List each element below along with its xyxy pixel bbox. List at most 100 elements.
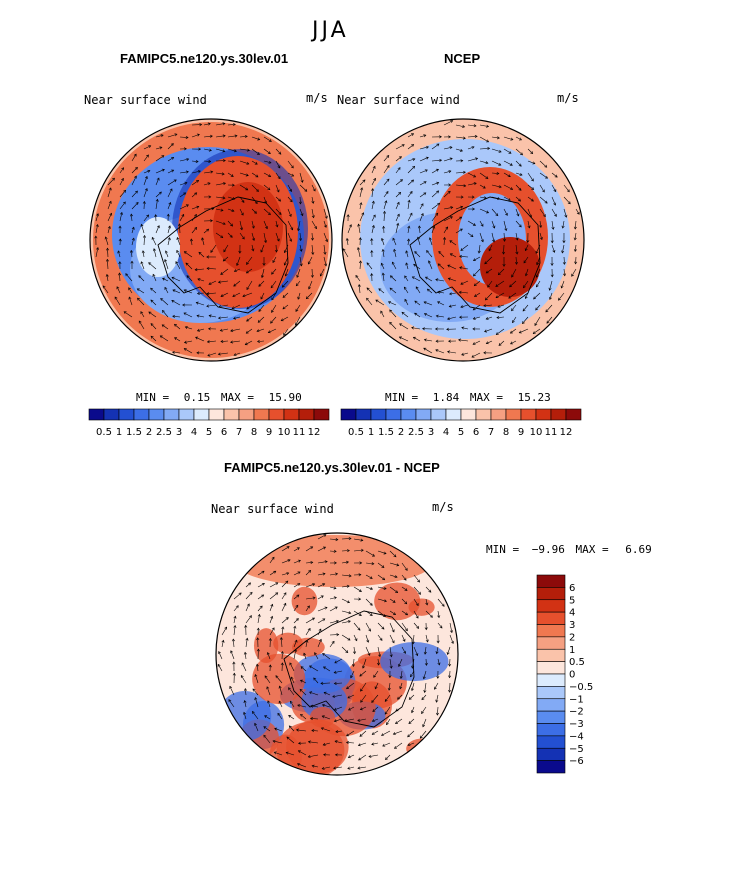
colorbar-swatch — [536, 710, 566, 724]
colorbar-tick-label: 10 — [530, 427, 543, 438]
colorbar-swatch — [88, 408, 105, 421]
colorbar-tick-label: 0.5 — [569, 657, 585, 668]
colorbar-tick-label: 1 — [569, 645, 575, 656]
colorbar-tick-label: 10 — [278, 427, 291, 438]
colorbar-swatch — [536, 636, 566, 650]
left-label-obs: Near surface wind — [337, 93, 460, 107]
colorbar-tick-label: 9 — [518, 427, 524, 438]
colorbar-swatch — [415, 408, 432, 421]
colorbar-tick-label: 1.5 — [126, 427, 142, 438]
colorbar-tick-label: 2 — [146, 427, 152, 438]
max-label: MAX = — [220, 391, 254, 404]
left-label-diff: Near surface wind — [211, 502, 334, 516]
colorbar-tick-label: 4 — [191, 427, 197, 438]
colorbar-tick-label: 1.5 — [378, 427, 394, 438]
colorbar-tick-label: 3 — [569, 620, 575, 631]
colorbar-tick-label: 11 — [545, 427, 558, 438]
colorbar-swatch — [370, 408, 387, 421]
min-value: 1.84 — [432, 391, 460, 404]
max-value: 15.23 — [517, 391, 551, 404]
colorbar-tick-label: 12 — [560, 427, 573, 438]
colorbar-swatch — [133, 408, 150, 421]
colorbar-swatch — [385, 408, 402, 421]
colorbar-swatch — [430, 408, 447, 421]
colorbar-swatch — [536, 661, 566, 675]
colorbar-swatch — [536, 735, 566, 749]
colorbar-swatch — [283, 408, 300, 421]
colorbar-swatch — [505, 408, 522, 421]
colorbar-swatch — [536, 760, 566, 774]
unit-label-diff: m/s — [432, 500, 454, 514]
colorbar-swatch — [550, 408, 567, 421]
colorbar-swatch — [536, 747, 566, 761]
colorbar-tick-label: 3 — [428, 427, 434, 438]
colorbar-swatch — [268, 408, 285, 421]
colorbar-tick-label: 12 — [308, 427, 321, 438]
colorbar-swatch — [355, 408, 372, 421]
colorbar-swatch — [400, 408, 417, 421]
colorbar-swatch — [536, 723, 566, 737]
colorbar-swatch — [565, 408, 582, 421]
colorbar-swatch — [535, 408, 552, 421]
colorbar-model: 0.5 1 1.5 2 2.5 3 4 5 6 7 8 9 10 11 12 — [88, 408, 330, 438]
colorbar-tick-label: −0.5 — [569, 682, 593, 693]
minmax-diff: MIN = −9.96 MAX = 6.69 — [486, 543, 652, 556]
colorbar-swatch — [178, 408, 195, 421]
colorbar-tick-label: 2.5 — [408, 427, 424, 438]
colorbar-swatch — [520, 408, 537, 421]
colorbar-swatch — [475, 408, 492, 421]
colorbar-swatch — [118, 408, 135, 421]
colorbar-tick-label: 0.5 — [96, 427, 112, 438]
colorbar-swatch — [536, 648, 566, 662]
max-value: 15.90 — [268, 391, 302, 404]
colorbar-swatch — [340, 408, 357, 421]
colorbar-tick-label: 5 — [458, 427, 464, 438]
colorbar-tick-label: −2 — [569, 707, 584, 718]
colorbar-tick-label: 0.5 — [348, 427, 364, 438]
colorbar-obs: 0.5 1 1.5 2 2.5 3 4 5 6 7 8 9 10 11 12 — [340, 408, 582, 438]
panel-title-diff: FAMIPC5.ne120.ys.30lev.01 - NCEP — [224, 460, 440, 475]
min-label: MIN = — [136, 391, 170, 404]
min-value: 0.15 — [183, 391, 211, 404]
colorbar-swatch — [536, 587, 566, 601]
colorbar-tick-label: 5 — [569, 595, 575, 606]
colorbar-swatch — [223, 408, 240, 421]
min-label: MIN = — [486, 543, 520, 556]
minmax-obs: MIN = 1.84 MAX = 15.23 — [385, 391, 551, 404]
colorbar-tick-label: 2 — [569, 632, 575, 643]
colorbar-swatch — [536, 599, 566, 613]
colorbar-tick-label: 2.5 — [156, 427, 172, 438]
min-label: MIN = — [385, 391, 419, 404]
colorbar-tick-label: 2 — [398, 427, 404, 438]
colorbar-tick-label: −5 — [569, 744, 584, 755]
colorbar-swatch — [208, 408, 225, 421]
colorbar-tick-label: 8 — [503, 427, 509, 438]
max-label: MAX = — [469, 391, 503, 404]
colorbar-tick-label: −6 — [569, 756, 584, 767]
colorbar-tick-label: 8 — [251, 427, 257, 438]
colorbar-tick-label: −3 — [569, 719, 584, 730]
colorbar-swatch — [163, 408, 180, 421]
colorbar-tick-label: 0 — [569, 670, 575, 681]
map-panel-diff — [215, 532, 459, 776]
colorbar-tick-label: 7 — [236, 427, 242, 438]
colorbar-tick-label: 6 — [221, 427, 227, 438]
colorbar-swatch — [536, 673, 566, 687]
colorbar-tick-label: −4 — [569, 731, 584, 742]
figure-title: JJA — [312, 18, 349, 43]
colorbar-swatch — [253, 408, 270, 421]
colorbar-swatch — [193, 408, 210, 421]
panel-title-model: FAMIPC5.ne120.ys.30lev.01 — [120, 51, 289, 66]
colorbar-swatch — [536, 686, 566, 700]
max-value: 6.69 — [625, 543, 652, 556]
colorbar-tick-label: 11 — [293, 427, 306, 438]
colorbar-swatch — [536, 698, 566, 712]
colorbar-tick-label: 4 — [569, 608, 575, 619]
colorbar-tick-label: −1 — [569, 694, 584, 705]
colorbar-swatch — [238, 408, 255, 421]
colorbar-swatch — [313, 408, 330, 421]
colorbar-tick-label: 7 — [488, 427, 494, 438]
max-label: MAX = — [575, 543, 609, 556]
colorbar-swatch — [536, 624, 566, 638]
colorbar-tick-label: 1 — [116, 427, 122, 438]
